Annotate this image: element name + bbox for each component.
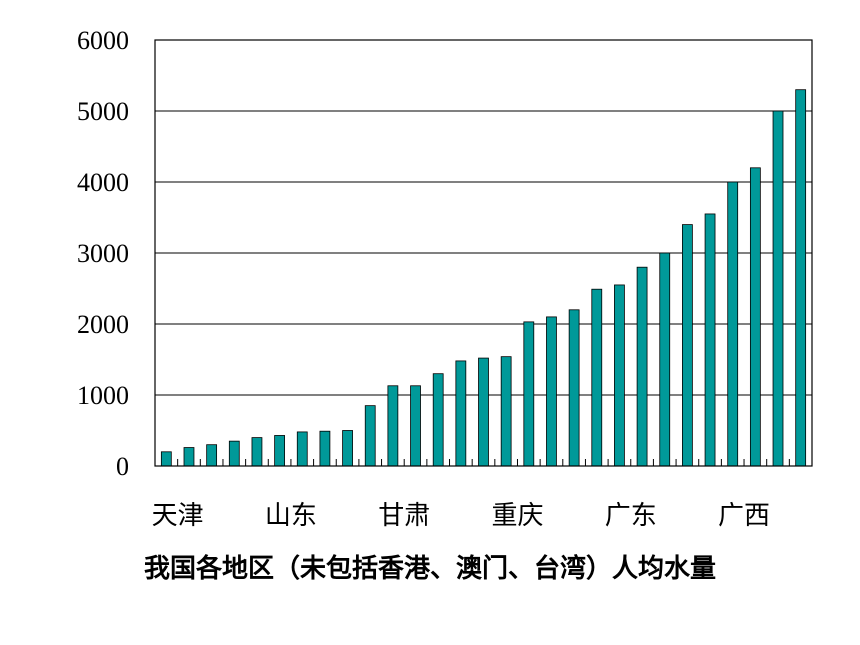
x-axis-ticks [154, 459, 813, 466]
bar [183, 447, 195, 467]
bar [206, 444, 218, 467]
bar [251, 437, 263, 467]
bar [614, 284, 625, 467]
bar [342, 430, 353, 467]
bar [228, 440, 240, 467]
y-tick-label: 3000 [77, 239, 129, 268]
bar [749, 167, 761, 467]
x-category-label: 广东 [605, 501, 657, 531]
bar [274, 435, 285, 467]
bar [387, 385, 399, 467]
bar [455, 360, 467, 467]
bar [772, 110, 784, 467]
bar [546, 316, 557, 467]
bar [319, 430, 331, 467]
x-category-label: 山东 [265, 501, 317, 531]
bar [296, 431, 308, 467]
bar [410, 385, 421, 467]
bar [795, 89, 807, 467]
bar [704, 213, 716, 467]
bar [636, 266, 648, 467]
y-tick-label: 5000 [77, 97, 129, 126]
gridlines [155, 110, 812, 396]
y-tick-label: 1000 [77, 381, 129, 410]
y-tick-label: 4000 [77, 168, 129, 197]
bar [591, 288, 603, 467]
x-category-label: 广西 [718, 501, 770, 531]
bar [727, 181, 739, 467]
bar [478, 357, 489, 467]
y-axis-labels: 0 1000 2000 3000 4000 5000 6000 [77, 26, 129, 481]
bar [432, 373, 444, 467]
x-axis-category-labels: 天津 山东 甘肃 重庆 广东 广西 [152, 501, 770, 531]
bar [659, 252, 671, 467]
bar [523, 321, 535, 467]
y-tick-label: 0 [116, 452, 129, 481]
bar [682, 224, 693, 467]
x-category-label: 天津 [152, 501, 204, 531]
y-tick-label: 2000 [77, 310, 129, 339]
bar [500, 356, 512, 467]
bar [160, 451, 172, 467]
bar [364, 405, 376, 467]
bar [568, 309, 580, 467]
x-category-label: 甘肃 [378, 501, 430, 531]
plot-frame [154, 39, 813, 467]
bars [160, 89, 807, 467]
y-tick-label: 6000 [77, 26, 129, 55]
x-category-label: 重庆 [491, 501, 543, 531]
chart-caption: 我国各地区（未包括香港、澳门、台湾）人均水量 [143, 554, 716, 584]
